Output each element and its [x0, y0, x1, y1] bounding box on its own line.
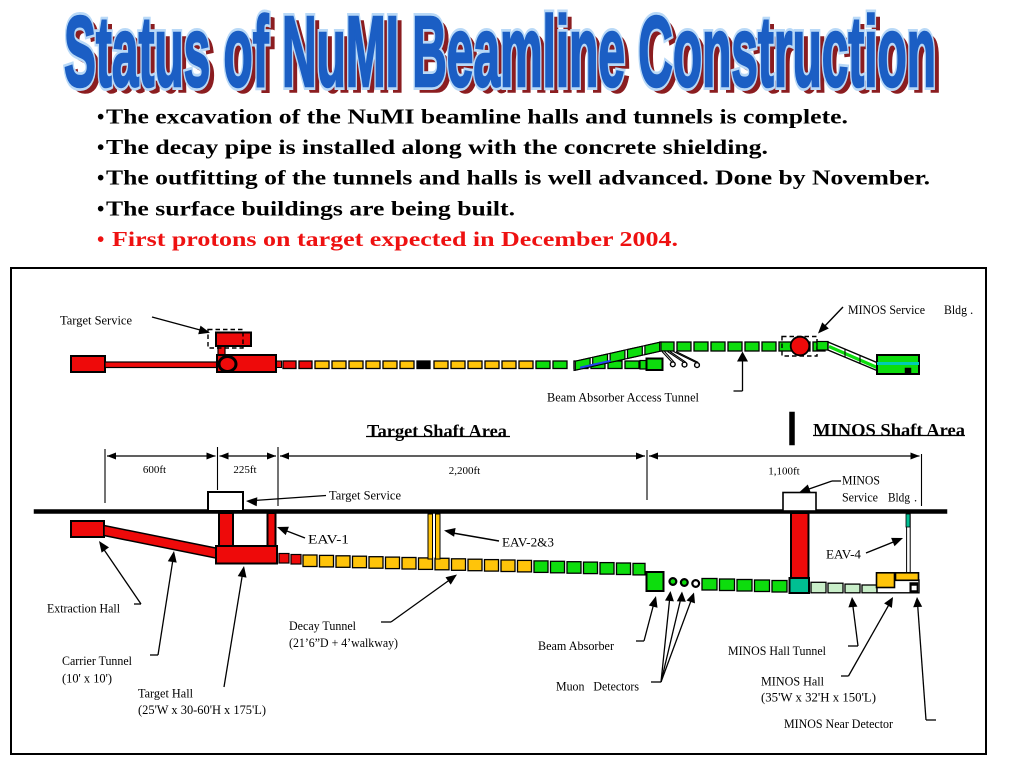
svg-text:Bldg: Bldg: [944, 302, 967, 317]
svg-text:MINOS: MINOS: [842, 474, 880, 488]
svg-text:.: .: [970, 302, 973, 317]
svg-text:•: •: [97, 196, 104, 220]
svg-text:The outfitting of the tunnels: The outfitting of the tunnels and halls …: [106, 166, 930, 190]
svg-text:MINOS Service: MINOS Service: [848, 302, 925, 317]
svg-text:MINOS Hall: MINOS Hall: [761, 674, 824, 689]
svg-text:•: •: [97, 227, 104, 251]
svg-text:.: .: [914, 491, 917, 505]
svg-text:•: •: [97, 135, 104, 159]
svg-text:First protons on target expect: First protons on target expected in Dece…: [112, 227, 678, 251]
svg-text:(35'W x 32'H x 150'L): (35'W x 32'H x 150'L): [761, 690, 876, 705]
svg-text:600ft: 600ft: [143, 464, 166, 476]
svg-text:1,100ft: 1,100ft: [768, 466, 799, 478]
svg-text:Muon Detectors: Muon Detectors: [556, 679, 639, 694]
svg-text:MINOS Near Detector: MINOS Near Detector: [784, 716, 894, 731]
svg-text:MINOS Hall Tunnel: MINOS Hall Tunnel: [728, 643, 826, 658]
svg-text:Target Shaft Area: Target Shaft Area: [367, 421, 507, 441]
svg-text:Target Service: Target Service: [60, 313, 132, 328]
svg-text:225ft: 225ft: [233, 464, 256, 476]
svg-text:(10' x 10'): (10' x 10'): [62, 671, 112, 686]
svg-text:EAV-4: EAV-4: [826, 547, 861, 562]
svg-text:The excavation of the NuMI bea: The excavation of the NuMI beamline hall…: [106, 105, 848, 129]
svg-text:Target Hall: Target Hall: [138, 686, 193, 701]
svg-text:MINOS Shaft Area: MINOS Shaft Area: [813, 420, 965, 440]
svg-text:Beam Absorber Access Tunnel: Beam Absorber Access Tunnel: [547, 390, 699, 405]
svg-text:Status of NuMI Beamline Constr: Status of NuMI Beamline Construction: [69, 1, 941, 113]
svg-text:The surface buildings are bein: The surface buildings are being built.: [106, 196, 515, 220]
svg-text:Bldg: Bldg: [888, 491, 911, 505]
svg-text:The decay pipe is installed al: The decay pipe is installed along with t…: [106, 135, 768, 159]
svg-text:Status of NuMI Beamline Constr: Status of NuMI Beamline Construction: [64, 0, 936, 108]
svg-text:2,200ft: 2,200ft: [449, 465, 480, 477]
svg-text:Carrier Tunnel: Carrier Tunnel: [62, 653, 132, 668]
svg-text:Service: Service: [842, 491, 878, 505]
svg-text:Beam Absorber: Beam Absorber: [538, 638, 615, 653]
svg-text:(21’6”D + 4’walkway): (21’6”D + 4’walkway): [289, 635, 398, 650]
svg-text:(25'W x 30-60'H x 175'L): (25'W x 30-60'H x 175'L): [138, 702, 266, 717]
svg-text:EAV-1: EAV-1: [308, 532, 349, 547]
svg-text:•: •: [97, 105, 104, 129]
svg-text:EAV-2&3: EAV-2&3: [502, 535, 554, 550]
svg-text:Target Service: Target Service: [329, 489, 401, 503]
svg-text:•: •: [97, 166, 104, 190]
svg-text:Decay Tunnel: Decay Tunnel: [289, 618, 356, 633]
svg-text:Extraction Hall: Extraction Hall: [47, 601, 120, 616]
svg-text:Status of NuMI Beamline Constr: Status of NuMI Beamline Construction: [64, 0, 936, 108]
